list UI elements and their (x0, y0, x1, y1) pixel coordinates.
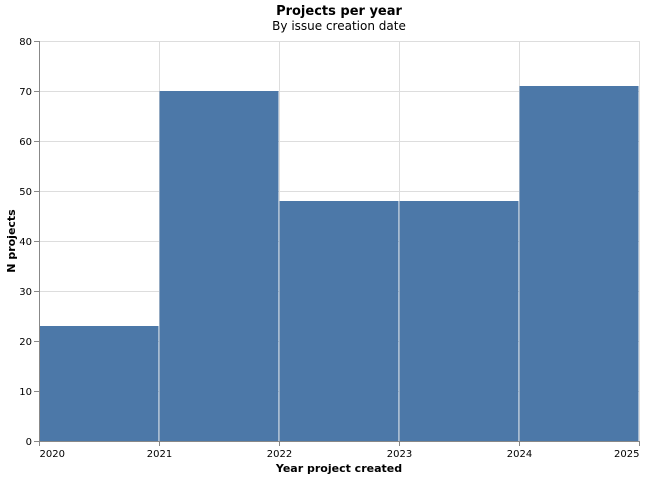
bar-2024 (519, 86, 639, 441)
y-tick-label: 80 (19, 37, 32, 48)
x-tick-label: 2020 (40, 449, 65, 460)
x-axis-title: Year project created (275, 462, 402, 475)
bar-2021 (159, 91, 279, 441)
x-tick-label: 2021 (147, 449, 172, 460)
y-tick-label: 0 (26, 437, 32, 448)
bar-2020 (39, 326, 159, 441)
bars (39, 86, 639, 441)
y-tick-label: 40 (19, 237, 32, 248)
bar-2023 (399, 201, 519, 441)
y-axis-title: N projects (5, 209, 18, 273)
y-tick-label: 70 (19, 87, 32, 98)
x-tick-label: 2023 (387, 449, 412, 460)
x-tick-label: 2025 (614, 449, 639, 460)
bar-2022 (279, 201, 399, 441)
x-tick-label: 2024 (507, 449, 532, 460)
y-tick-label: 60 (19, 137, 32, 148)
y-tick-label: 50 (19, 187, 32, 198)
axes: 0 10 20 30 40 50 60 70 80 2020 2021 2022 2023 2024 202… (19, 37, 640, 460)
y-tick-label: 30 (19, 287, 32, 298)
chart-subtitle: By issue creation date (272, 19, 406, 33)
chart-title: Projects per year (276, 4, 402, 19)
x-tick-label: 2022 (267, 449, 292, 460)
y-tick-label: 10 (19, 387, 32, 398)
y-tick-label: 20 (19, 337, 32, 348)
